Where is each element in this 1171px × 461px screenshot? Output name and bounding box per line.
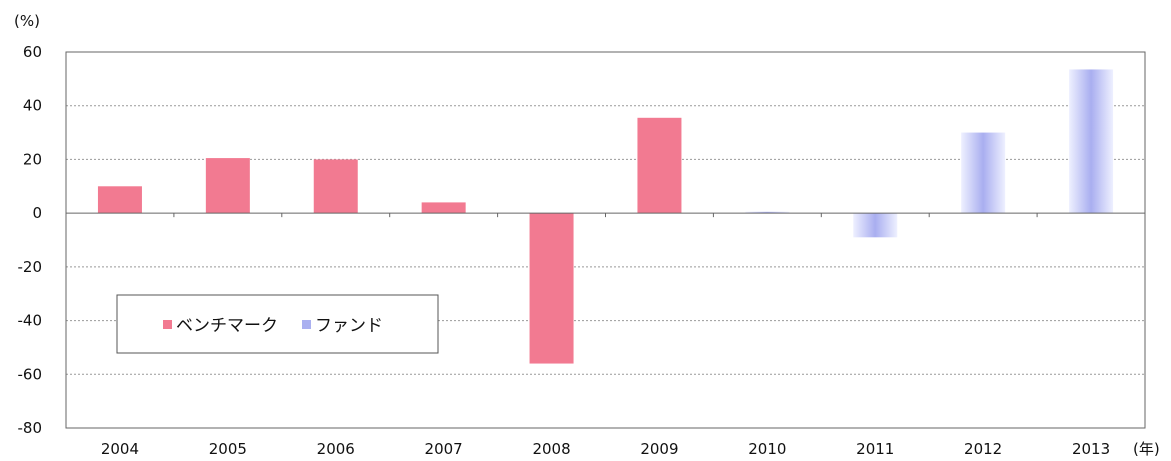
x-tick-label: 2006 (317, 440, 355, 458)
x-tick-label: 2013 (1072, 440, 1110, 458)
bar-fund-2010 (745, 211, 790, 214)
y-tick-labels: -80 -60 -40 -20 0 20 40 60 (18, 43, 43, 437)
x-tick-label: 2012 (964, 440, 1002, 458)
y-tick-label: -80 (18, 419, 43, 437)
y-tick-label: -40 (18, 312, 43, 330)
x-tick-label: 2011 (856, 440, 894, 458)
x-tick-labels: 2004 2005 2006 2007 2008 2009 2010 2011 2012 2013 (101, 440, 1110, 458)
legend-swatch-benchmark (163, 320, 172, 329)
bar-benchmark-2007 (421, 202, 466, 214)
x-tick-label: 2008 (532, 440, 570, 458)
legend-label-fund: ファンド (315, 316, 383, 336)
y-unit-label: (%) (14, 12, 40, 30)
plot-frame (65, 51, 1146, 429)
gridlines (66, 105, 1145, 375)
bar-benchmark-2006 (313, 159, 358, 214)
x-unit-label: (年) (1133, 440, 1160, 458)
bar-fund-2013 (1069, 69, 1114, 214)
bar-fund-2011 (853, 213, 898, 238)
bar-benchmark-2009 (637, 117, 682, 214)
legend: ベンチマーク ファンド (116, 294, 439, 354)
bar-benchmark-2005 (205, 158, 250, 214)
x-tick-label: 2004 (101, 440, 139, 458)
x-tick-label: 2005 (209, 440, 247, 458)
bar-fund-2012 (961, 132, 1006, 214)
bar-benchmark-2008 (529, 213, 574, 364)
y-tick-label: 0 (32, 204, 42, 222)
legend-label-benchmark: ベンチマーク (176, 316, 278, 336)
legend-swatch-fund (302, 320, 311, 329)
y-tick-label: -60 (18, 365, 43, 383)
y-tick-label: 20 (23, 150, 42, 168)
x-tick-label: 2010 (748, 440, 786, 458)
bars (97, 69, 1114, 364)
y-tick-label: 60 (23, 43, 42, 61)
y-tick-label: 40 (23, 97, 42, 115)
x-tick-label: 2007 (425, 440, 463, 458)
legend-box (116, 294, 439, 354)
bar-benchmark-2004 (97, 186, 142, 214)
x-tick-label: 2009 (640, 440, 678, 458)
y-tick-label: -20 (18, 258, 43, 276)
